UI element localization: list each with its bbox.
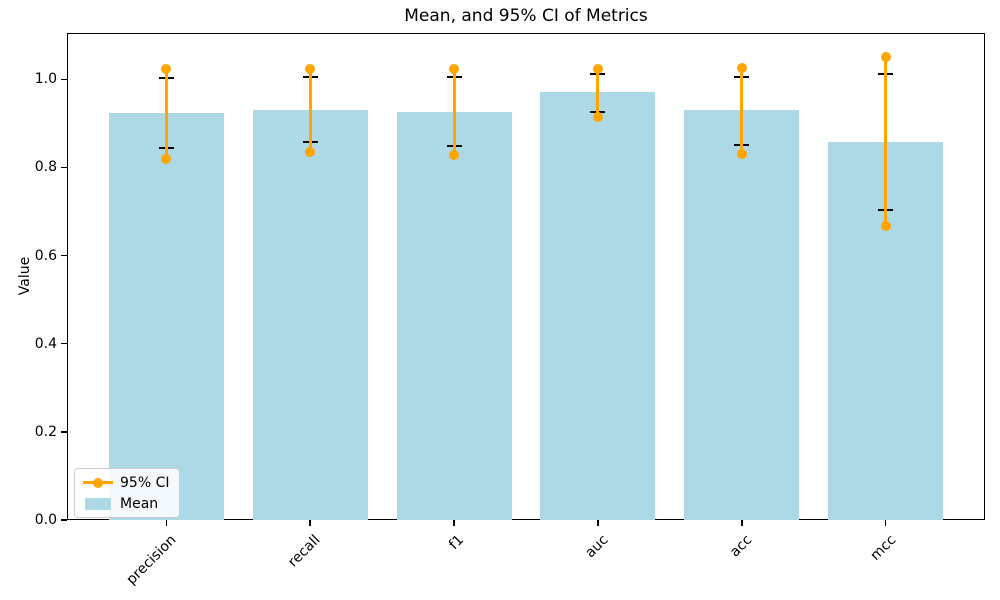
ci-dot-lower-f1 [449, 150, 460, 161]
y-tick-label-0.2: 0.2 [34, 423, 57, 440]
ci-dot-upper-acc [736, 63, 747, 74]
x-tick-label-f1: f1 [446, 532, 468, 554]
ci-dot-lower-precision [161, 153, 172, 164]
ci-line-mcc [884, 57, 888, 227]
bar-recall [252, 110, 368, 520]
x-tick-label-recall: recall [285, 532, 324, 571]
y-tick-label-1.0: 1.0 [34, 71, 57, 88]
x-tick-mark-auc [597, 520, 599, 526]
legend-mean-label: Mean [120, 495, 159, 512]
x-tick-label-acc: acc [726, 532, 756, 561]
ci-line-auc [596, 69, 600, 117]
x-tick-mark-f1 [453, 520, 455, 526]
x-tick-label-mcc: mcc [867, 532, 900, 564]
bar-precision [108, 112, 224, 520]
y-tick-label-0.0: 0.0 [34, 512, 57, 528]
y-tick-label-0.6: 0.6 [34, 247, 57, 264]
legend-ci-item: 95% CI [83, 473, 169, 492]
legend-mean-swatch [85, 497, 111, 510]
ci-line-acc [740, 68, 744, 155]
ci-dot-lower-acc [736, 149, 747, 160]
y-tick-mark-1.0 [61, 78, 67, 80]
bar-auc [540, 92, 656, 520]
chart-title: Mean, and 95% CI of Metrics [404, 6, 648, 26]
legend: 95% CI Mean [74, 468, 181, 518]
x-tick-label-auc: auc [582, 532, 612, 562]
y-tick-mark-0.8 [61, 166, 67, 169]
x-tick-mark-recall [309, 520, 311, 526]
ci-dot-upper-recall [305, 64, 316, 75]
ci-dot-upper-precision [161, 63, 172, 74]
x-tick-mark-mcc [885, 520, 887, 526]
ci-line-f1 [452, 69, 456, 156]
x-tick-mark-acc [741, 520, 743, 526]
y-tick-label-0.8: 0.8 [34, 159, 57, 176]
x-tick-mark-precision [165, 520, 167, 526]
ci-dot-lower-recall [305, 146, 316, 157]
y-tick-mark-0.0 [61, 519, 67, 521]
y-tick-mark-0.6 [61, 254, 67, 257]
ci-line-recall [308, 69, 312, 152]
legend-mean-item: Mean [83, 494, 169, 513]
legend-ci-label: 95% CI [120, 474, 170, 491]
x-tick-label-precision: precision [123, 532, 180, 588]
ci-dot-upper-auc [592, 64, 603, 75]
y-tick-mark-0.4 [61, 343, 67, 345]
ci-dot-lower-mcc [880, 221, 891, 232]
ci-dot-upper-f1 [449, 64, 460, 75]
legend-ci-dot [93, 477, 103, 488]
bar-acc [684, 110, 800, 520]
ci-dot-lower-auc [592, 111, 603, 122]
legend-ci-handle-icon [83, 476, 113, 490]
legend-mean-handle-icon [83, 497, 113, 511]
y-tick-label-0.4: 0.4 [34, 335, 57, 352]
ci-line-precision [164, 68, 168, 159]
ci-dot-upper-mcc [880, 52, 891, 63]
bar-f1 [396, 111, 512, 520]
y-tick-mark-0.2 [61, 431, 67, 433]
